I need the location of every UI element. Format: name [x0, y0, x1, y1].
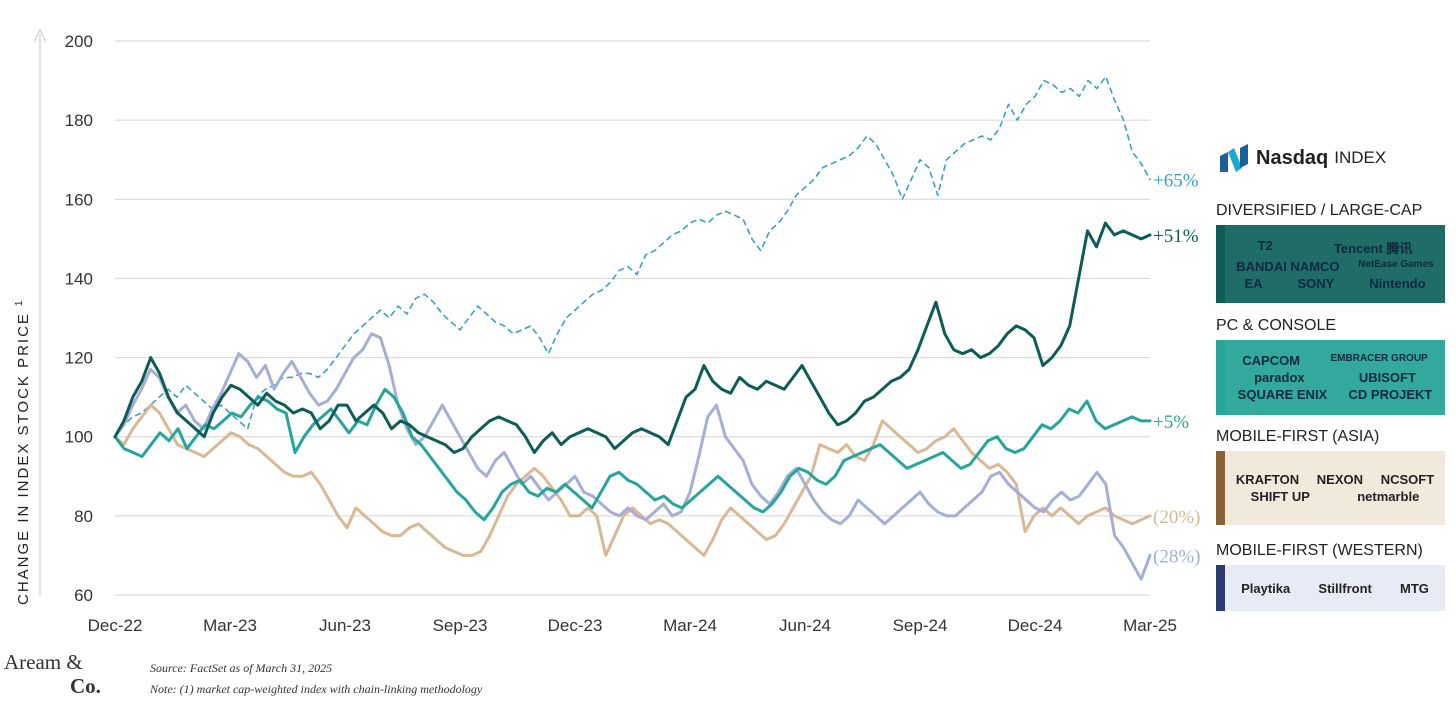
legend-group-title: DIVERSIFIED / LARGE-CAP: [1216, 202, 1423, 219]
company-logo: Nintendo: [1369, 275, 1426, 291]
series-lines: [113, 75, 1152, 581]
company-logo: NCSOFT: [1380, 472, 1435, 487]
source-note: Source: FactSet as of March 31, 2025: [150, 661, 333, 675]
series-line-mobile_western: [113, 332, 1152, 581]
x-tick-label: Mar-25: [1123, 616, 1177, 635]
y-tick-label: 100: [65, 428, 93, 447]
end-label-diversified: +51%: [1153, 226, 1199, 247]
y-tick-label: 140: [65, 269, 93, 288]
company-logo: UBISOFT: [1358, 370, 1416, 385]
methodology-note: Note: (1) market cap-weighted index with…: [150, 682, 483, 696]
x-tick-label: Dec-22: [88, 616, 143, 635]
series-line-pc_console: [113, 387, 1152, 522]
x-tick-label: Jun-23: [319, 616, 371, 635]
company-logo: MTG: [1400, 580, 1429, 596]
brand-logo: Aream & Co.: [4, 650, 101, 698]
company-logo: EA: [1244, 275, 1263, 291]
y-tick-label: 60: [74, 586, 93, 605]
x-tick-label: Dec-24: [1008, 616, 1063, 635]
footnotes: Source: FactSet as of March 31, 2025 Not…: [150, 658, 482, 700]
legend-logo-box: T2 Tencent 腾讯 BANDAI NAMCO NetEase Games EA S…: [1216, 225, 1445, 303]
company-logo: paradox: [1254, 370, 1305, 385]
y-tick-label: 180: [65, 111, 93, 130]
line-chart: 60 80 100 120 140 160 180 200 Dec-22 Mar-23 Jun-2…: [14, 28, 1200, 635]
company-logo: SONY: [1297, 275, 1335, 291]
company-logo: T2: [1257, 237, 1273, 253]
legend-group-title: MOBILE-FIRST (WESTERN): [1216, 542, 1423, 559]
series-line-nasdaq: [114, 75, 1151, 438]
company-logo: NEXON: [1316, 472, 1364, 487]
x-tick-label: Sep-23: [433, 616, 488, 635]
legend-logo-box: Playtika Stillfront MTG: [1216, 565, 1445, 611]
series-line-diversified: [113, 221, 1152, 454]
y-tick-label: 120: [65, 349, 93, 368]
legend-logo-box: KRAFTON NEXON NCSOFT SHIFT UP netmarble: [1216, 451, 1445, 525]
x-tick-label: Dec-23: [548, 616, 603, 635]
company-logo: SQUARE ENIX: [1237, 387, 1328, 402]
company-logo: BANDAI NAMCO: [1236, 258, 1340, 274]
y-tick-label: 200: [65, 32, 93, 51]
legend-group: MOBILE-FIRST (ASIA) KRAFTON NEXON NCSOFT SHI…: [1216, 428, 1445, 525]
y-axis-label: CHANGE IN INDEX STOCK PRICE1: [14, 299, 32, 606]
company-logo: Tencent 腾讯: [1333, 240, 1413, 256]
y-tick-label: 80: [74, 507, 93, 526]
x-tick-label: Jun-24: [779, 616, 831, 635]
y-tick-label: 160: [65, 190, 93, 209]
brand-line-1: Aream &: [4, 650, 83, 674]
nasdaq-name: Nasdaq: [1256, 146, 1329, 169]
end-label-mobile_western: (28%): [1153, 546, 1200, 567]
company-logo: Stillfront: [1318, 580, 1372, 596]
legend-group-title: MOBILE-FIRST (ASIA): [1216, 428, 1380, 445]
y-axis-ticks: 60 80 100 120 140 160 180 200: [65, 32, 93, 605]
company-logo: netmarble: [1357, 489, 1420, 504]
brand-line-2: Co.: [70, 674, 101, 698]
nasdaq-suffix: INDEX: [1334, 148, 1387, 167]
x-tick-label: Sep-24: [893, 616, 948, 635]
legend-group: DIVERSIFIED / LARGE-CAP T2 Tencent 腾讯 BANDA…: [1216, 202, 1445, 303]
legend-group: PC & CONSOLE CAPCOM EMBRACER GROUP paradox U…: [1216, 317, 1445, 415]
end-label-mobile_asia: (20%): [1153, 507, 1200, 528]
legend-group-title: PC & CONSOLE: [1216, 317, 1337, 334]
nasdaq-logo-icon: [1218, 144, 1250, 172]
x-axis-ticks: Dec-22 Mar-23 Jun-23 Sep-23 Dec-23 Mar-24 Jun-…: [88, 616, 1177, 635]
company-logo: NetEase Games: [1358, 258, 1434, 270]
end-label-nasdaq: +65%: [1153, 171, 1199, 192]
legend-group: MOBILE-FIRST (WESTERN) Playtika Stillfront…: [1216, 542, 1445, 611]
end-label-pc_console: +5%: [1153, 412, 1189, 433]
series-line-mobile_asia: [113, 403, 1152, 557]
legend-logo-box: CAPCOM EMBRACER GROUP paradox UBISOFT SQUARE…: [1216, 340, 1445, 415]
y-axis-arrow: [33, 28, 47, 596]
x-tick-label: Mar-24: [663, 616, 717, 635]
end-labels: +65% (20%) (28%) +5% +51%: [1153, 171, 1200, 568]
company-logo: CAPCOM: [1242, 353, 1301, 368]
company-logo: EMBRACER GROUP: [1330, 353, 1428, 364]
company-logo: SHIFT UP: [1250, 489, 1310, 504]
company-logo: Playtika: [1241, 580, 1291, 596]
company-logo: CD PROJEKT: [1348, 387, 1433, 402]
company-logo: KRAFTON: [1235, 472, 1300, 487]
gridlines: [115, 40, 1150, 596]
x-tick-label: Mar-23: [203, 616, 257, 635]
nasdaq-legend: Nasdaq INDEX: [1218, 144, 1386, 172]
